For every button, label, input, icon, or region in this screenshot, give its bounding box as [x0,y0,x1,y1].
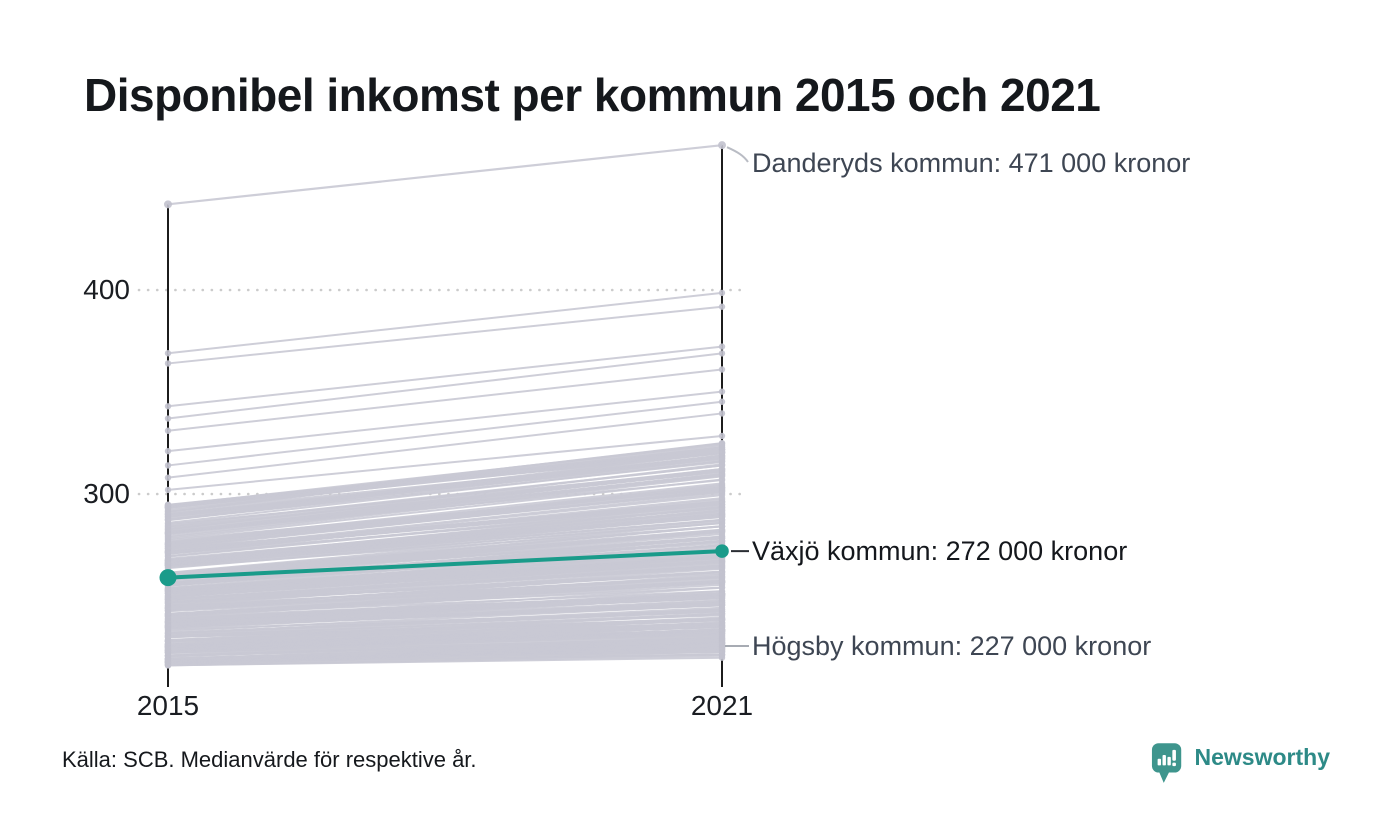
annotation-vaxjo: Växjö kommun: 272 000 kronor [752,536,1128,566]
annotation-connectors [725,146,749,647]
newsworthy-speech-bubble-bar-chart-icon [1151,743,1181,783]
newsworthy-logo-text: Newsworthy [1194,744,1330,770]
y-axis-tick-300: 300 [83,478,130,509]
highlight-line-vaxjo [159,544,729,587]
annotation-danderyd: Danderyds kommun: 471 000 kronor [752,148,1191,178]
chart-title: Disponibel inkomst per kommun 2015 och 2… [84,69,1101,121]
connector-danderyd [726,146,749,163]
background-lines [164,141,726,669]
x-axis-label-2015: 2015 [136,690,200,721]
y-axis-tick-400: 400 [83,274,130,305]
annotation-hogsby: Högsby kommun: 227 000 kronor [752,631,1152,661]
source-note: Källa: SCB. Medianvärde för respektive å… [62,747,477,772]
x-axis-label-2021: 2021 [690,690,754,721]
gridlines [137,288,748,496]
newsworthy-logo: Newsworthy [1151,742,1330,786]
